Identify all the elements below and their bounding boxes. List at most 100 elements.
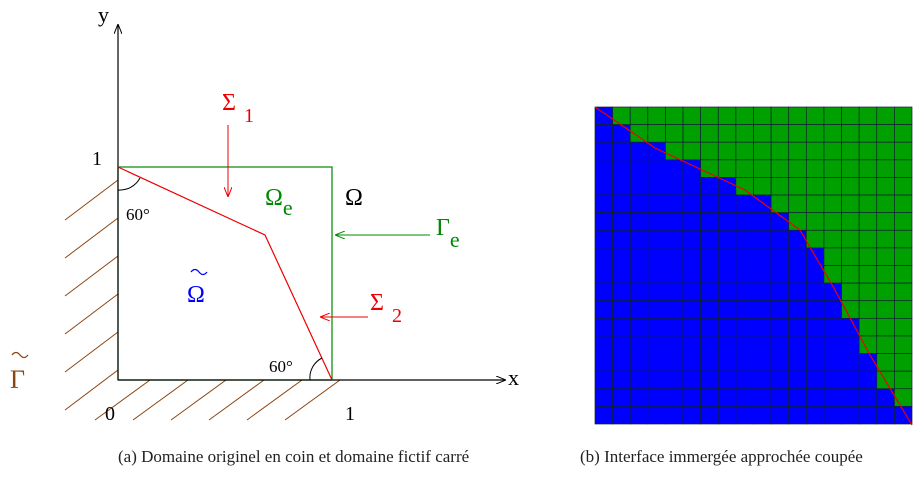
cell (770, 106, 790, 125)
cell (717, 388, 737, 407)
cell (858, 282, 878, 302)
cell (700, 282, 719, 302)
cell (788, 124, 807, 143)
symbol: Σ (222, 90, 236, 116)
cell (629, 300, 649, 319)
cell (823, 353, 842, 372)
cell (894, 406, 913, 425)
cell (753, 247, 772, 266)
cell (700, 229, 719, 249)
cell (841, 406, 860, 425)
cell (594, 370, 613, 390)
cell (629, 229, 649, 249)
tick-label: 1 (92, 148, 102, 170)
cell (735, 106, 754, 125)
cell (700, 194, 719, 214)
cell (894, 124, 913, 143)
cell (647, 300, 666, 319)
interface (117, 166, 333, 381)
cell (841, 388, 860, 407)
cell (665, 229, 684, 249)
cell (841, 177, 860, 196)
cell (788, 159, 807, 178)
cell (629, 194, 649, 214)
cell (647, 317, 666, 337)
cell (700, 388, 719, 407)
cell (612, 300, 631, 319)
cell (894, 159, 913, 178)
cell (788, 300, 807, 319)
cell (753, 212, 772, 231)
cell (735, 370, 754, 390)
cell (770, 265, 790, 284)
cell (841, 282, 860, 302)
hatch-line (170, 379, 227, 421)
cell (770, 388, 790, 407)
cell (770, 370, 790, 390)
cell (858, 317, 878, 337)
cell (594, 212, 613, 231)
cell (647, 229, 666, 249)
subscript: 1 (244, 105, 254, 127)
cell (753, 229, 772, 249)
cell (788, 247, 807, 266)
cell (647, 212, 666, 231)
cell (700, 177, 719, 196)
cell (717, 159, 737, 178)
hatch-line (208, 379, 265, 421)
cell (770, 406, 790, 425)
cell (841, 229, 860, 249)
cell (735, 124, 754, 143)
cell (894, 388, 913, 407)
cell (823, 177, 842, 196)
cell (682, 141, 702, 161)
cell (876, 282, 895, 302)
cell (805, 141, 825, 161)
cell (876, 247, 895, 266)
angle-arc (309, 357, 323, 381)
cell (629, 370, 649, 390)
cell (858, 106, 878, 125)
cell (665, 159, 684, 178)
cell (717, 229, 737, 249)
cell (805, 265, 825, 284)
cell (665, 335, 684, 354)
cell (841, 335, 860, 354)
axis-label: x (508, 365, 519, 390)
cell (788, 229, 807, 249)
cell (594, 141, 613, 161)
cell (788, 388, 807, 407)
cell (770, 353, 790, 372)
cell (894, 194, 913, 214)
cell (665, 194, 684, 214)
cell (841, 194, 860, 214)
cell (682, 177, 702, 196)
cell (753, 177, 772, 196)
cell (735, 194, 754, 214)
caption: (b) Interface immergée approchée coupée (580, 447, 863, 466)
cell (612, 194, 631, 214)
cell (665, 370, 684, 390)
cell (805, 212, 825, 231)
cell (823, 317, 842, 337)
hatch-line (64, 331, 119, 373)
cell (700, 247, 719, 266)
cell (770, 247, 790, 266)
cell (858, 229, 878, 249)
cell (788, 282, 807, 302)
cell (876, 106, 895, 125)
cell (841, 106, 860, 125)
cell (788, 177, 807, 196)
cell (594, 229, 613, 249)
cell (665, 300, 684, 319)
cell (823, 388, 842, 407)
cell (858, 300, 878, 319)
cell (647, 247, 666, 266)
cell (841, 141, 860, 161)
cell (594, 317, 613, 337)
cell (665, 388, 684, 407)
cell (647, 194, 666, 214)
cell (594, 335, 613, 354)
cell (594, 194, 613, 214)
